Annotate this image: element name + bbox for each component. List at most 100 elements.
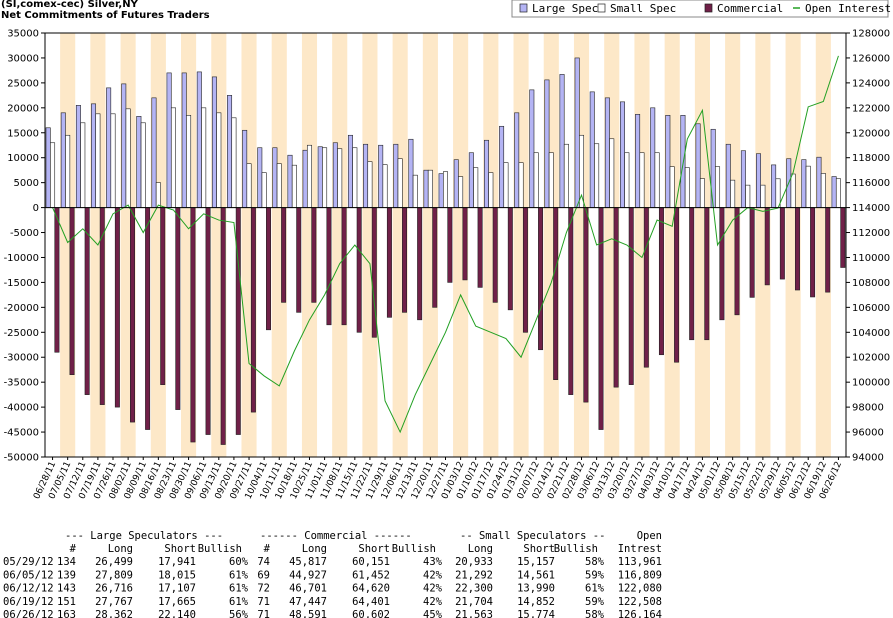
bar bbox=[322, 147, 328, 208]
y2-tick-label: 112000 bbox=[852, 228, 890, 239]
bar bbox=[518, 162, 524, 208]
bar bbox=[296, 207, 302, 313]
bar bbox=[347, 134, 353, 208]
table-group-header: -- Small Speculators -- bbox=[460, 530, 605, 542]
bar bbox=[326, 207, 332, 326]
line bbox=[52, 55, 839, 434]
table-column-header: Short bbox=[523, 543, 555, 555]
bar bbox=[840, 207, 846, 268]
bar bbox=[462, 207, 468, 281]
table-cell: 17,107 bbox=[158, 583, 196, 595]
bar bbox=[408, 138, 414, 208]
bar bbox=[356, 207, 362, 333]
table-cell: 126,164 bbox=[618, 609, 662, 618]
bar bbox=[250, 207, 256, 413]
table-cell: 72 bbox=[257, 583, 270, 595]
bar bbox=[529, 89, 535, 208]
bar bbox=[488, 172, 494, 208]
table-cell: 61% bbox=[229, 583, 249, 595]
table-cell: 59% bbox=[585, 596, 605, 608]
table-cell: 17,941 bbox=[158, 556, 196, 568]
table-column-header: Intrest bbox=[618, 543, 662, 555]
bar bbox=[704, 207, 710, 341]
bar bbox=[749, 207, 755, 298]
table-cell: 21,704 bbox=[455, 596, 493, 608]
y2-tick-label: 116000 bbox=[852, 178, 890, 189]
table-column-header: # bbox=[70, 543, 77, 555]
bar bbox=[106, 87, 112, 208]
y2-tick-label: 110000 bbox=[852, 253, 890, 264]
bar bbox=[181, 72, 187, 208]
bar bbox=[114, 207, 120, 408]
y-tick-label: 0 bbox=[33, 203, 39, 214]
bar bbox=[69, 207, 75, 375]
plot-frame bbox=[44, 32, 847, 458]
bar bbox=[499, 125, 505, 208]
band bbox=[815, 33, 831, 457]
bar bbox=[665, 115, 671, 208]
y2-tick-label: 120000 bbox=[852, 128, 890, 139]
table-cell: 71 bbox=[257, 609, 270, 618]
bar bbox=[91, 103, 97, 208]
bar bbox=[503, 162, 509, 208]
bar bbox=[99, 207, 105, 405]
bar bbox=[635, 114, 641, 208]
bar bbox=[544, 79, 550, 208]
bar bbox=[734, 207, 740, 316]
bar bbox=[477, 207, 483, 288]
bar bbox=[598, 207, 604, 430]
bar bbox=[337, 148, 343, 208]
bar bbox=[60, 112, 66, 208]
table-cell: 45% bbox=[423, 609, 443, 618]
bar bbox=[382, 164, 388, 208]
bar bbox=[522, 207, 528, 333]
table-cell: 59% bbox=[585, 569, 605, 581]
y2-tick-label: 108000 bbox=[852, 278, 890, 289]
table-cell: 61% bbox=[229, 596, 249, 608]
bar bbox=[317, 146, 323, 208]
bar bbox=[50, 142, 56, 208]
bar bbox=[805, 165, 811, 208]
bar bbox=[604, 97, 610, 208]
bar bbox=[227, 95, 233, 208]
table-cell: 44,927 bbox=[289, 569, 327, 581]
table-column-header: Long bbox=[302, 543, 327, 555]
y-tick-label: -30000 bbox=[4, 353, 39, 364]
bar bbox=[75, 105, 81, 208]
bar bbox=[801, 159, 807, 208]
bar bbox=[175, 207, 181, 410]
table-column-header: Bullish bbox=[554, 543, 598, 555]
bar bbox=[190, 207, 196, 443]
bar bbox=[272, 147, 278, 208]
bar bbox=[220, 207, 226, 445]
legend-label: Open Interest bbox=[805, 2, 891, 15]
table-cell: 22,140 bbox=[158, 609, 196, 618]
y-tick-label: -45000 bbox=[4, 428, 39, 439]
y2-tick-label: 102000 bbox=[852, 353, 890, 364]
bar bbox=[654, 152, 660, 208]
bar bbox=[130, 207, 135, 423]
table-cell: 60,151 bbox=[352, 556, 390, 568]
table-cell: 18,015 bbox=[158, 569, 196, 581]
table-cell: 13,990 bbox=[517, 583, 555, 595]
bar bbox=[216, 112, 222, 208]
y2-tick-label: 98000 bbox=[852, 403, 884, 414]
bar bbox=[54, 207, 60, 353]
bar bbox=[427, 169, 433, 208]
band bbox=[725, 33, 741, 457]
bar bbox=[559, 74, 565, 208]
bar bbox=[352, 147, 358, 208]
y2-tick-label: 122000 bbox=[852, 103, 890, 114]
y-tick-label: 15000 bbox=[7, 128, 39, 139]
bar bbox=[533, 152, 539, 208]
table-cell: 143 bbox=[57, 583, 76, 595]
table-column-header: Short bbox=[358, 543, 390, 555]
table-cell: 15,774 bbox=[517, 609, 555, 618]
bar bbox=[825, 207, 831, 293]
y-tick-label: -10000 bbox=[4, 253, 39, 264]
table-cell: 43% bbox=[423, 556, 443, 568]
y-tick-label: -20000 bbox=[4, 303, 39, 314]
bar bbox=[386, 207, 392, 318]
bar bbox=[715, 166, 721, 208]
bar bbox=[583, 207, 589, 403]
